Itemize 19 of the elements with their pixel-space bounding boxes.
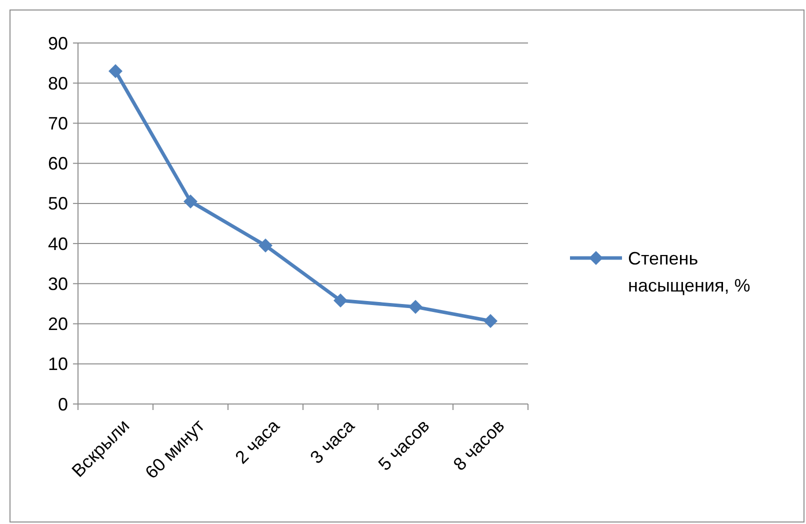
y-tick-label: 10: [48, 354, 68, 374]
y-tick-label: 40: [48, 234, 68, 254]
x-tick-label: 3 часа: [306, 414, 359, 468]
x-tick-label: 2 часа: [231, 414, 284, 468]
point: [184, 194, 198, 208]
y-tick-label: 50: [48, 194, 68, 214]
point: [408, 300, 422, 314]
point: [258, 238, 272, 253]
point: [108, 64, 122, 78]
point: [484, 314, 498, 328]
point: [334, 294, 348, 308]
y-tick-label: 0: [58, 394, 68, 414]
legend-label: Степень насыщения, %: [628, 248, 750, 296]
y-tick-label: 30: [48, 274, 68, 294]
y-tick-label: 70: [48, 114, 68, 134]
y-tick-label: 20: [48, 314, 68, 334]
y-tick-label: 80: [48, 73, 68, 94]
y-tick-label: 90: [48, 33, 68, 54]
y-tick-label: 60: [48, 154, 68, 174]
